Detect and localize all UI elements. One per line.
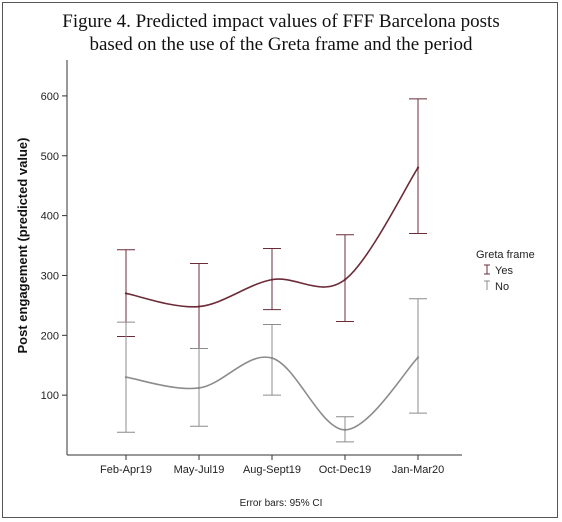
legend-title: Greta frame	[476, 249, 535, 261]
y-tick-label: 500	[41, 151, 59, 163]
data-point-yes	[343, 278, 347, 281]
x-tick-label: Oct-Dec19	[319, 464, 372, 476]
data-point-yes	[270, 278, 274, 281]
data-point-yes	[197, 305, 201, 308]
y-tick-label: 100	[41, 390, 59, 402]
data-point-no	[197, 386, 201, 390]
y-tick-label: 300	[41, 270, 59, 282]
y-tick-label: 400	[41, 211, 59, 223]
x-tick-label: Aug-Sept19	[243, 464, 301, 476]
x-tick-label: May-Jul19	[174, 464, 225, 476]
legend-label-no: No	[495, 281, 509, 293]
error-bars-note: Error bars: 95% CI	[239, 498, 323, 509]
y-tick-label: 200	[41, 330, 59, 342]
series-line-yes	[125, 167, 419, 308]
data-point-yes	[416, 166, 420, 169]
figure-title: Figure 4. Predicted impact values of FFF…	[0, 10, 562, 56]
y-tick-label: 600	[41, 91, 59, 103]
series-line-no	[125, 356, 419, 431]
x-tick-label: Jan-Mar20	[392, 464, 445, 476]
data-point-no	[416, 356, 420, 359]
data-point-yes	[124, 292, 128, 295]
data-point-no	[124, 375, 128, 379]
y-axis-title: Post engagement (predicted value)	[15, 138, 30, 354]
figure-title-line-2: based on the use of the Greta frame and …	[89, 34, 473, 55]
legend-label-yes: Yes	[495, 265, 513, 277]
data-point-no	[270, 356, 274, 360]
data-point-no	[343, 428, 347, 432]
x-tick-label: Feb-Apr19	[100, 464, 152, 476]
figure-title-line-1: Figure 4. Predicted impact values of FFF…	[62, 11, 500, 32]
figure-frame	[2, 2, 558, 518]
